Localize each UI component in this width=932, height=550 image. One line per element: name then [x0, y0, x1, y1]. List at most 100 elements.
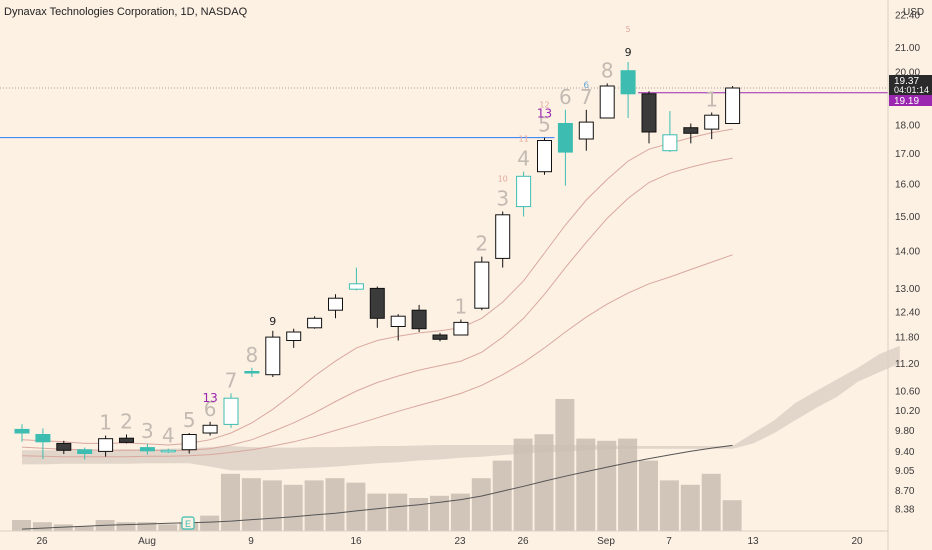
candle[interactable]: [98, 435, 114, 457]
candle[interactable]: [139, 443, 155, 455]
candle[interactable]: [328, 294, 343, 319]
candle-body: [516, 175, 532, 208]
candle[interactable]: [662, 111, 678, 153]
time-tick-label: 20: [851, 536, 863, 547]
candle[interactable]: [202, 421, 218, 436]
candle-body: [348, 283, 364, 290]
candle[interactable]: [557, 109, 573, 186]
candle[interactable]: [181, 433, 197, 454]
candle[interactable]: [453, 319, 469, 336]
candle[interactable]: [35, 428, 51, 459]
candle[interactable]: [578, 109, 594, 151]
time-tick-label: 16: [350, 536, 362, 547]
candle[interactable]: [223, 393, 239, 428]
time-axis[interactable]: 26 Aug 9 16 23 26 Sep 7 13 20: [36, 536, 863, 547]
sequence-label: 6: [204, 397, 217, 421]
candles[interactable]: [14, 62, 741, 460]
candle-body: [662, 134, 678, 152]
candle[interactable]: [516, 171, 532, 217]
candle-body: [453, 321, 469, 336]
line-price-tag: 19.19: [889, 95, 932, 107]
candle-body: [139, 447, 155, 452]
time-tick-label: 23: [454, 536, 466, 547]
time-tick-label: 9: [248, 536, 254, 547]
candle[interactable]: [495, 211, 511, 268]
candle-body: [369, 287, 385, 319]
candle[interactable]: [683, 123, 699, 144]
candle[interactable]: [620, 62, 636, 118]
volume-bar: [74, 526, 94, 531]
sequence-label: 5: [538, 113, 551, 137]
candle[interactable]: [411, 304, 427, 332]
candle[interactable]: [725, 86, 741, 124]
horizontal-lines: [0, 87, 888, 139]
sequence-label: 12: [539, 101, 549, 110]
moving-average-line: [21, 254, 733, 458]
volume-bar: [12, 520, 31, 531]
volume-bar: [492, 460, 512, 531]
price-tick-label: 18.00: [895, 120, 920, 131]
volume-bar: [409, 498, 429, 531]
volume-bar: [534, 434, 554, 531]
candle-body: [98, 438, 114, 452]
price-axis[interactable]: 22.4021.0020.0019.0018.0017.0016.0015.00…: [895, 11, 920, 516]
candle[interactable]: [14, 424, 30, 442]
price-tick-label: 11.80: [895, 333, 920, 344]
candle[interactable]: [265, 330, 281, 377]
price-tick-label: 21.00: [895, 43, 920, 54]
sequence-label: 2: [475, 232, 488, 256]
candle[interactable]: [56, 440, 72, 454]
candle[interactable]: [307, 316, 323, 329]
candle-body: [557, 123, 573, 153]
price-tick-label: 22.40: [895, 11, 920, 22]
candle[interactable]: [160, 448, 176, 453]
candle[interactable]: [432, 332, 448, 342]
time-tick-label: 13: [747, 536, 759, 547]
candle[interactable]: [348, 267, 364, 291]
countdown-value: 04:01:14: [894, 85, 929, 95]
price-tick-label: 12.40: [895, 308, 920, 319]
candle-body: [307, 317, 323, 329]
sequence-label: 9: [269, 315, 276, 328]
candle[interactable]: [537, 137, 552, 175]
candle[interactable]: [244, 367, 260, 377]
volume-bars: [12, 399, 742, 531]
volume-bar: [367, 493, 387, 531]
sequence-label: 7: [580, 85, 593, 109]
price-tick-label: 16.00: [895, 180, 920, 191]
volume-bar: [241, 478, 261, 531]
volume-bar: [388, 493, 408, 531]
candle-body: [181, 434, 197, 451]
candle-body: [160, 449, 176, 453]
candle-body: [286, 331, 302, 341]
candle[interactable]: [641, 91, 657, 144]
price-tick-label: 8.70: [895, 486, 915, 497]
candle[interactable]: [599, 83, 615, 119]
sequence-label: 8: [246, 343, 259, 367]
volume-bar: [283, 484, 303, 531]
volume-bar: [53, 524, 73, 531]
price-tick-label: 14.00: [895, 247, 920, 258]
candle[interactable]: [704, 112, 720, 140]
candle[interactable]: [77, 447, 93, 460]
price-tick-label: 15.00: [895, 212, 920, 223]
candle[interactable]: [286, 328, 302, 348]
price-tick-label: 9.80: [895, 426, 915, 437]
earnings-marker[interactable]: E: [181, 516, 195, 530]
sequence-label: 3: [141, 419, 154, 443]
sequence-label: 1: [705, 88, 718, 112]
candle[interactable]: [369, 286, 385, 328]
earnings-marker-label: E: [185, 519, 191, 529]
sequence-label: 9: [625, 46, 632, 59]
candle[interactable]: [474, 256, 490, 311]
sequence-label: 6: [583, 81, 589, 91]
candle[interactable]: [390, 314, 406, 341]
cloud-area: [22, 345, 900, 471]
candle-body: [119, 437, 134, 443]
chart-title: Dynavax Technologies Corporation, 1D, NA…: [4, 6, 248, 18]
price-tick-label: 17.00: [895, 149, 920, 160]
candle-body: [495, 214, 511, 259]
candle-body: [77, 449, 93, 454]
candle[interactable]: [119, 434, 134, 444]
